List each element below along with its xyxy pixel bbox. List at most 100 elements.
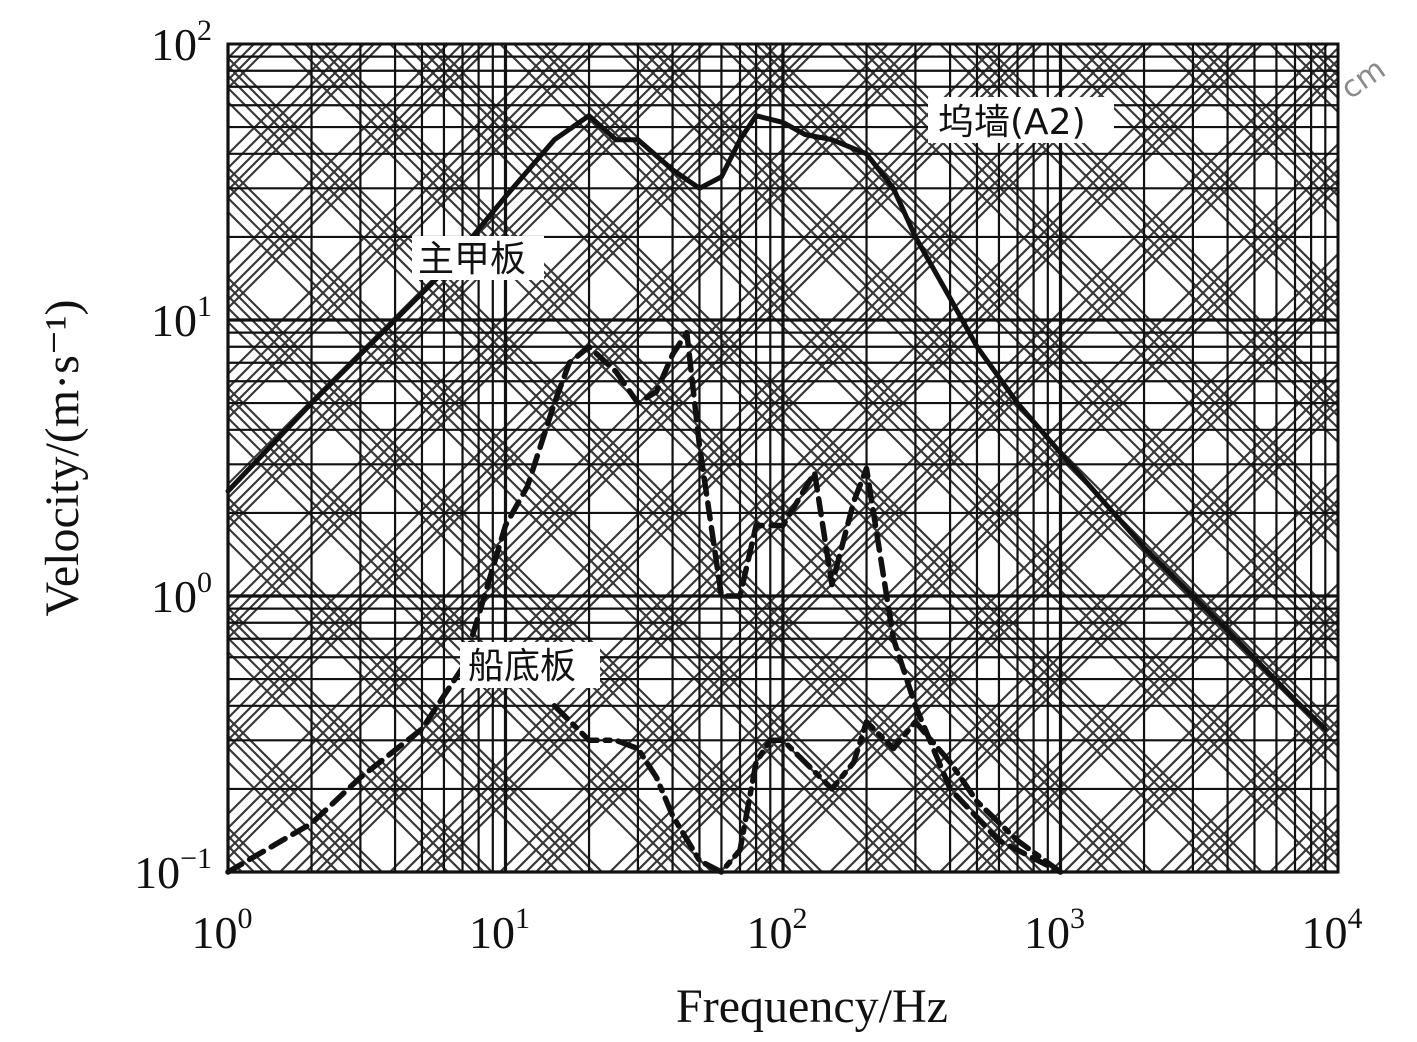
hatch-line xyxy=(228,44,915,732)
hatch-line xyxy=(228,44,695,512)
hatch-line xyxy=(228,44,463,280)
hatch-line xyxy=(865,398,1338,872)
hatch-line xyxy=(1063,44,1338,320)
hatch-line xyxy=(228,44,903,720)
hatch-line xyxy=(1305,838,1338,872)
annotation-bottom-plate: 船底板 xyxy=(460,642,600,688)
hatch-line xyxy=(228,526,573,872)
hatch-line xyxy=(228,44,925,742)
hatch-line xyxy=(983,44,1338,400)
hatch-line xyxy=(228,650,449,872)
hatch-line xyxy=(228,724,375,872)
hatch-line xyxy=(975,44,1338,408)
hatch-line xyxy=(228,44,573,390)
hatch-line xyxy=(228,44,375,192)
hatch-line xyxy=(228,496,603,872)
hatch-line xyxy=(1394,44,1417,872)
hatch-line xyxy=(228,430,669,872)
hatch-line xyxy=(228,44,713,530)
hatch-line xyxy=(525,58,1338,872)
y-tick-label: 102 xyxy=(151,14,212,70)
hatch-line xyxy=(1283,816,1338,872)
hatch-line xyxy=(1269,802,1338,872)
hatch-line xyxy=(228,606,493,872)
hatch-line xyxy=(543,76,1338,872)
annotation-main-deck: 主甲板 xyxy=(412,236,544,280)
hatch-line xyxy=(228,44,475,292)
hatch-line xyxy=(228,44,933,750)
hatch-line xyxy=(228,624,475,872)
hatch-line xyxy=(1075,608,1338,872)
hatch-line xyxy=(228,44,449,266)
grid-hatch-pattern xyxy=(228,44,1417,872)
hatch-line xyxy=(1380,44,1417,872)
hatch-line xyxy=(228,870,229,872)
hatch-line xyxy=(228,44,823,640)
hatch-line xyxy=(975,508,1338,872)
hatch-line xyxy=(228,44,559,376)
x-axis-label: Frequency/Hz xyxy=(676,980,948,1033)
hatch-line xyxy=(228,716,383,872)
hatch-line xyxy=(939,44,1338,444)
hatch-line xyxy=(1185,44,1338,198)
annotation-main-deck-label: 主甲板 xyxy=(418,239,526,280)
hatch-line xyxy=(228,44,493,310)
series-line-0 xyxy=(225,113,1328,732)
hatch-line xyxy=(403,44,1233,872)
hatch-line xyxy=(228,44,1013,830)
hatch-line xyxy=(1185,718,1338,872)
series-line-1 xyxy=(225,329,1064,875)
y-tick-label: 100 xyxy=(151,566,212,622)
hatch-line xyxy=(228,44,669,486)
hatch-line xyxy=(228,540,559,872)
hatch-line xyxy=(228,44,805,622)
hatch-line xyxy=(228,636,463,872)
hatch-line xyxy=(755,44,1338,628)
hatch-line xyxy=(1049,582,1338,872)
hatch-line xyxy=(1093,626,1338,872)
hatch-line xyxy=(733,266,1338,872)
x-tick-label: 104 xyxy=(1302,902,1363,958)
hatch-line xyxy=(425,44,1255,872)
hatch-line xyxy=(433,44,1263,872)
y-axis-label: Velocity/(m·s⁻¹) xyxy=(36,300,89,617)
hatch-line xyxy=(228,44,1035,852)
y-axis-tick-labels: 10−1 100 101 102 xyxy=(134,14,212,898)
hatch-line xyxy=(228,44,1043,860)
hatch-line xyxy=(1063,596,1338,872)
hatch-line xyxy=(228,514,585,872)
x-tick-label: 103 xyxy=(1024,902,1085,958)
hatch-line xyxy=(855,388,1338,872)
hatch-line xyxy=(939,472,1338,872)
hatch-line xyxy=(873,406,1338,872)
hatch-line xyxy=(228,44,229,46)
hatch-line xyxy=(293,44,1123,872)
grid-lines xyxy=(226,44,1338,874)
hatch-line xyxy=(1085,44,1338,298)
y-tick-label: 10−1 xyxy=(134,842,212,898)
hatch-line xyxy=(829,362,1338,872)
hatch-line xyxy=(953,486,1338,872)
hatch-line xyxy=(228,44,999,816)
hatch-line xyxy=(755,288,1338,872)
plot-frame xyxy=(226,42,1340,874)
hatch-line xyxy=(1159,44,1338,224)
hatch-line xyxy=(1269,44,1338,114)
series-line-2 xyxy=(551,703,1064,875)
hatch-line xyxy=(1159,692,1338,872)
hatch-line xyxy=(609,142,1338,872)
hatch-line xyxy=(228,44,585,402)
hatch-line xyxy=(1195,44,1338,188)
x-tick-label: 100 xyxy=(192,902,253,958)
hatch-line xyxy=(228,44,603,420)
hatch-line xyxy=(228,44,889,706)
hatch-line xyxy=(228,44,683,500)
hatch-line xyxy=(315,44,1145,872)
hatch-line xyxy=(1283,44,1338,100)
hatch-line xyxy=(415,44,1245,872)
hatch-line xyxy=(953,44,1338,430)
watermark: cm xyxy=(1335,52,1393,107)
hatch-line xyxy=(745,278,1338,872)
hatch-line xyxy=(228,386,713,872)
